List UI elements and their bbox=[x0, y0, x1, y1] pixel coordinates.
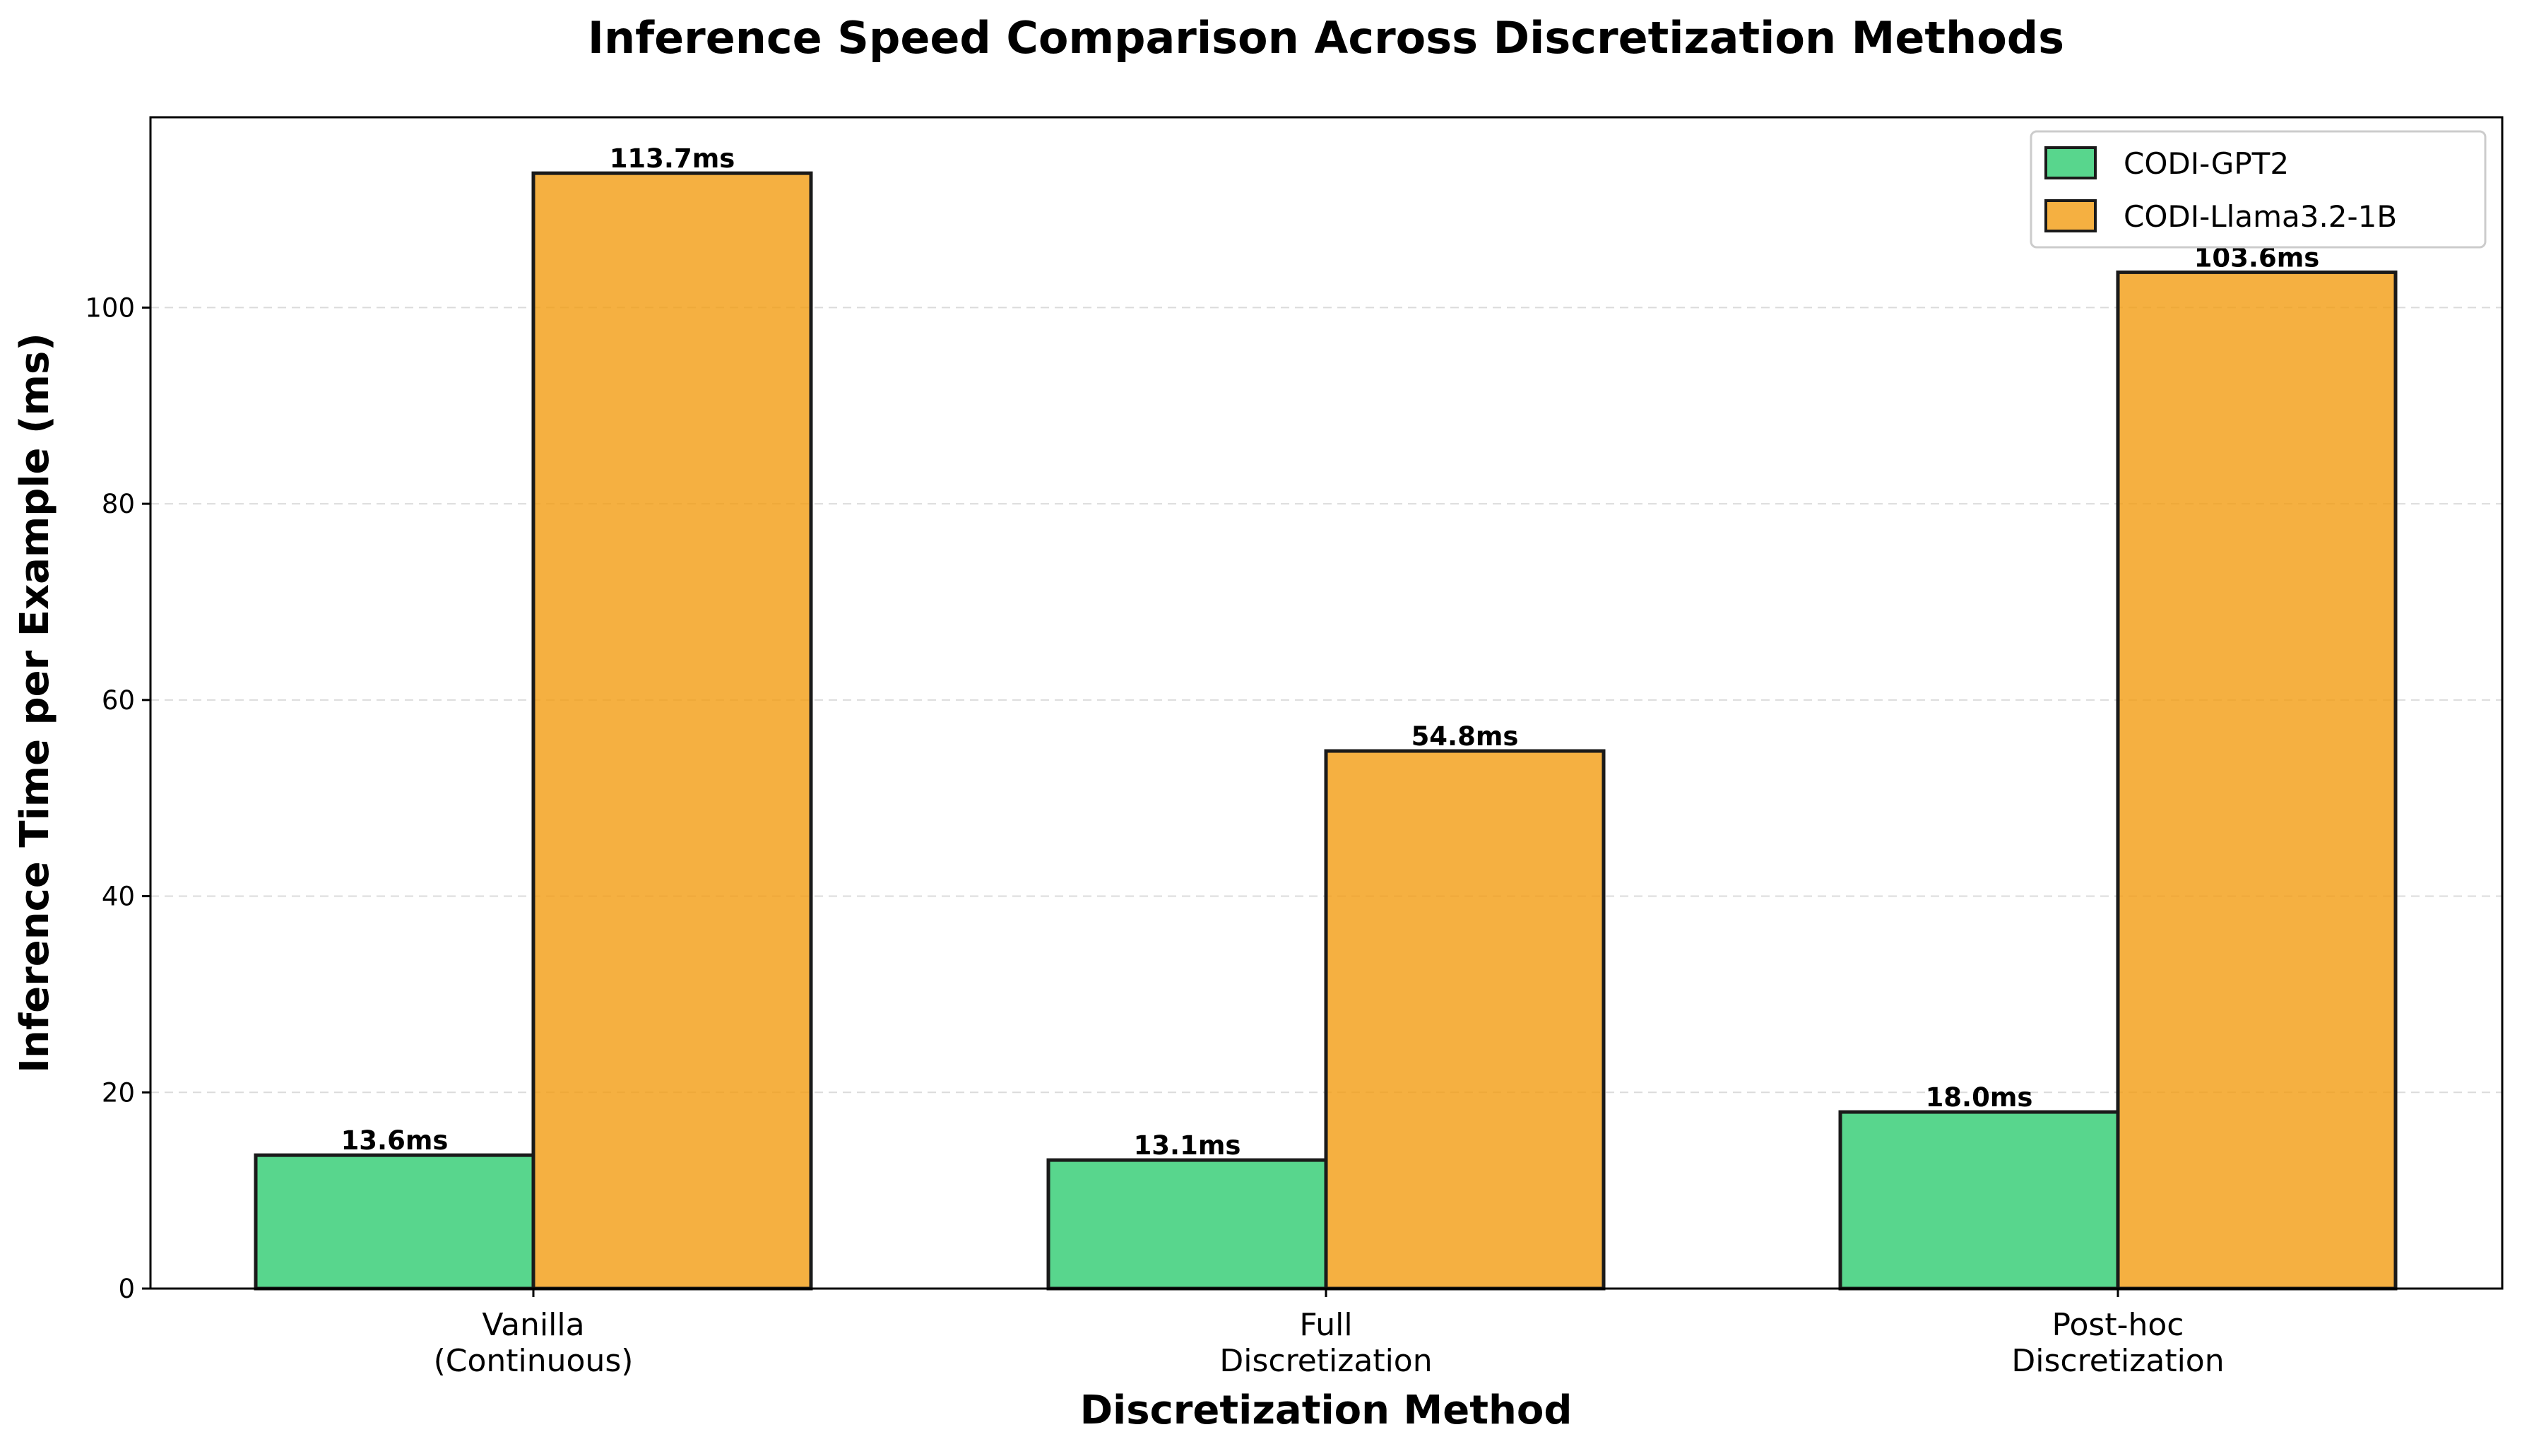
bar-value-label: 54.8ms bbox=[1411, 721, 1519, 752]
chart-title: Inference Speed Comparison Across Discre… bbox=[588, 12, 2064, 64]
x-tick-label: Post-hoc bbox=[2052, 1307, 2184, 1343]
x-tick-label: Discretization bbox=[1219, 1343, 1432, 1379]
y-tick-label: 40 bbox=[102, 882, 135, 912]
bar-codi-llama-0 bbox=[531, 171, 813, 1291]
legend-label-codi-llama: CODI-Llama3.2-1B bbox=[2124, 199, 2397, 234]
x-tick-label: (Continuous) bbox=[434, 1343, 634, 1379]
y-tick-label: 80 bbox=[102, 489, 135, 519]
bar-codi-gpt2-0 bbox=[254, 1153, 535, 1291]
bar-codi-llama-1 bbox=[1324, 749, 1606, 1291]
legend-swatch-codi-gpt2 bbox=[2044, 146, 2097, 179]
x-axis-label: Discretization Method bbox=[1080, 1387, 1573, 1433]
legend: CODI-GPT2 CODI-Llama3.2-1B bbox=[2030, 130, 2487, 249]
x-tick-label: Vanilla bbox=[482, 1307, 584, 1343]
y-tick-label: 0 bbox=[118, 1274, 135, 1304]
y-axis-label: Inference Time per Example (ms) bbox=[12, 333, 58, 1073]
bar-value-label: 13.6ms bbox=[341, 1125, 449, 1156]
x-tick-label: Discretization bbox=[2011, 1343, 2224, 1379]
legend-frame bbox=[2030, 130, 2487, 249]
y-tick-label: 60 bbox=[102, 685, 135, 716]
bar-value-label: 18.0ms bbox=[1926, 1082, 2033, 1113]
y-axis-ticks: 0 20 40 60 80 100 bbox=[85, 292, 150, 1304]
bar-codi-gpt2-1 bbox=[1046, 1158, 1328, 1291]
bar-value-label: 13.1ms bbox=[1134, 1130, 1241, 1161]
legend-swatch-codi-llama bbox=[2044, 199, 2097, 232]
legend-label-codi-gpt2: CODI-GPT2 bbox=[2124, 146, 2289, 181]
x-axis-ticks: Vanilla(Continuous)FullDiscretizationPos… bbox=[434, 1289, 2225, 1379]
y-tick-label: 100 bbox=[85, 292, 135, 323]
x-tick-label: Full bbox=[1299, 1307, 1352, 1343]
bar-codi-llama-2 bbox=[2116, 270, 2398, 1291]
bar-group bbox=[254, 171, 2398, 1291]
bar-codi-gpt2-2 bbox=[1838, 1110, 2120, 1291]
y-tick-label: 20 bbox=[102, 1077, 135, 1108]
bar-value-label: 113.7ms bbox=[610, 143, 735, 174]
